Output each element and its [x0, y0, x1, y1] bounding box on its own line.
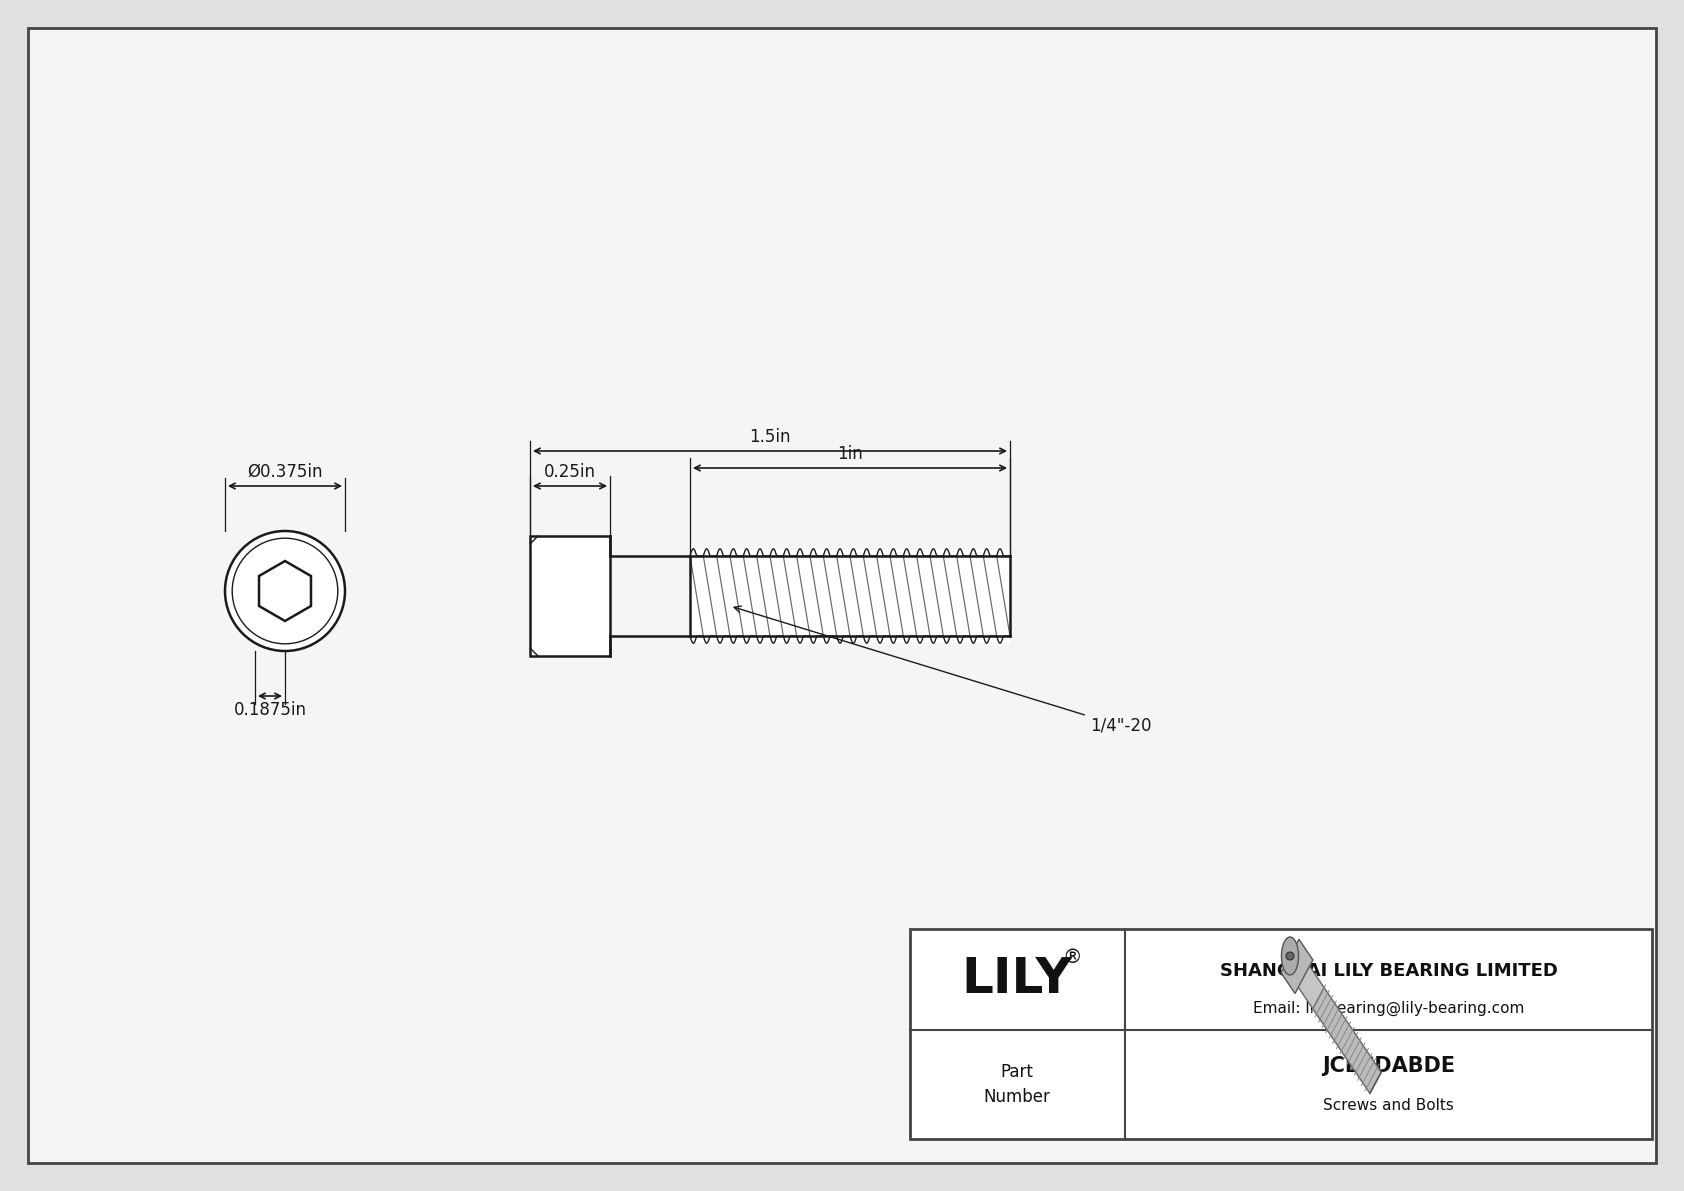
Text: SHANGHAI LILY BEARING LIMITED: SHANGHAI LILY BEARING LIMITED [1219, 962, 1558, 980]
Bar [690, 549, 1010, 643]
Ellipse shape [1287, 952, 1293, 960]
Text: 1.5in: 1.5in [749, 428, 791, 445]
Circle shape [226, 531, 345, 651]
Text: 1/4"-20: 1/4"-20 [734, 606, 1152, 735]
Text: Screws and Bolts: Screws and Bolts [1324, 1098, 1453, 1112]
Text: 0.25in: 0.25in [544, 463, 596, 481]
Text: ®: ® [1063, 948, 1081, 967]
Text: JCECDABDE: JCECDABDE [1322, 1055, 1455, 1075]
Bar [909, 929, 1652, 1139]
Text: Ø0.375in: Ø0.375in [248, 463, 323, 481]
Polygon shape [1298, 966, 1324, 1009]
Polygon shape [259, 561, 312, 621]
Text: 1in: 1in [837, 445, 862, 463]
Text: LILY: LILY [962, 955, 1073, 1003]
Text: Email: lilybearing@lily-bearing.com: Email: lilybearing@lily-bearing.com [1253, 1002, 1524, 1016]
Text: 0.1875in: 0.1875in [234, 701, 306, 719]
Ellipse shape [1282, 937, 1298, 975]
Text: Part
Number: Part Number [983, 1062, 1051, 1106]
Polygon shape [1282, 940, 1314, 993]
Bar [530, 536, 610, 656]
Polygon shape [1314, 987, 1381, 1093]
